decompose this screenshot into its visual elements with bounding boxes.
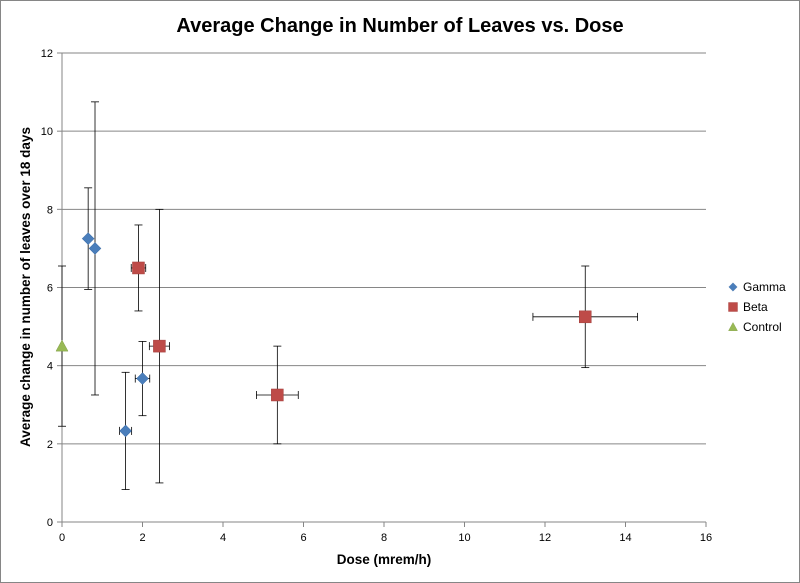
x-tick-label: 4 [220, 532, 226, 544]
y-tick-label: 0 [47, 517, 53, 529]
beta-point [579, 310, 592, 324]
y-tick-label: 4 [47, 361, 53, 373]
gamma-point [119, 424, 132, 438]
y-tick-label: 8 [47, 204, 53, 216]
beta-point [132, 261, 145, 275]
control-legend-label: Control [743, 320, 782, 334]
control-point [55, 339, 69, 352]
x-tick-label: 6 [300, 532, 306, 544]
y-tick-label: 2 [47, 439, 53, 451]
axes [57, 52, 707, 527]
x-tick-label: 16 [700, 532, 712, 544]
x-tick-labels: 0 2 4 6 8 10 12 14 16 [59, 532, 712, 544]
beta-point [153, 339, 166, 353]
control-legend-marker [728, 322, 738, 331]
x-axis-title: Dose (mrem/h) [337, 552, 432, 567]
chart-title: Average Change in Number of Leaves vs. D… [176, 15, 623, 37]
gridlines [62, 52, 706, 445]
legend: Gamma Beta Control [728, 280, 786, 334]
x-tick-label: 2 [139, 532, 145, 544]
gamma-point [88, 242, 102, 255]
gamma-point [136, 372, 149, 385]
y-tick-label: 6 [47, 283, 53, 295]
x-tick-label: 0 [59, 532, 65, 544]
x-tick-label: 12 [539, 532, 551, 544]
gamma-legend-marker [728, 282, 738, 292]
y-axis-title: Average change in number of leaves over … [18, 127, 33, 447]
y-tick-label: 12 [41, 48, 53, 60]
gamma-legend-label: Gamma [743, 280, 786, 294]
x-tick-label: 8 [381, 532, 387, 544]
y-tick-labels: 0 2 4 6 8 10 12 [41, 48, 53, 529]
y-tick-label: 10 [41, 126, 53, 138]
beta-point [271, 388, 284, 402]
beta-legend-label: Beta [743, 300, 768, 314]
data-points [55, 232, 592, 438]
x-tick-label: 10 [458, 532, 470, 544]
beta-legend-marker [728, 302, 738, 312]
gamma-point [81, 232, 95, 245]
x-tick-label: 14 [619, 532, 631, 544]
error-bars [58, 101, 638, 490]
